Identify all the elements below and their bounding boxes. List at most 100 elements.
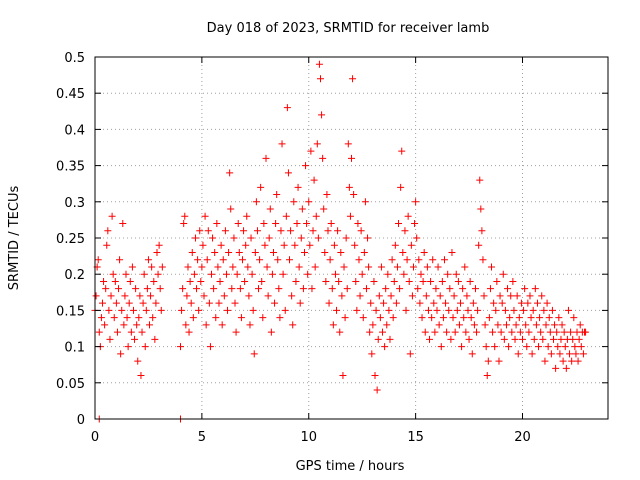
data-point <box>188 248 196 256</box>
data-point <box>548 306 556 314</box>
data-point <box>376 314 384 322</box>
data-point <box>235 248 243 256</box>
y-tick-label: 0.25 <box>56 232 85 247</box>
data-point <box>551 321 559 329</box>
data-point <box>517 299 525 307</box>
data-point <box>532 321 540 329</box>
data-point <box>244 263 252 271</box>
data-point <box>215 299 223 307</box>
data-point <box>481 321 489 329</box>
data-point <box>315 60 323 68</box>
data-point <box>556 350 564 358</box>
data-point <box>412 198 420 206</box>
data-point <box>554 343 562 351</box>
data-point <box>562 364 570 372</box>
data-point <box>317 75 325 83</box>
data-point <box>338 292 346 300</box>
data-point <box>521 285 529 293</box>
data-point <box>181 212 189 220</box>
data-point <box>283 104 291 112</box>
data-point <box>319 154 327 162</box>
data-point <box>288 292 296 300</box>
data-point <box>184 263 192 271</box>
data-point <box>234 220 242 228</box>
data-point <box>515 314 523 322</box>
data-point <box>326 256 334 264</box>
data-point <box>233 270 241 278</box>
y-tick-label: 0.2 <box>64 268 85 283</box>
data-point <box>180 220 188 228</box>
data-point <box>569 335 577 343</box>
data-point <box>352 277 360 285</box>
data-point <box>349 75 357 83</box>
data-point <box>154 270 162 278</box>
data-point <box>313 140 321 148</box>
data-point <box>295 263 303 271</box>
data-point <box>366 328 374 336</box>
data-point <box>251 248 259 256</box>
data-point <box>133 321 141 329</box>
data-point <box>462 328 470 336</box>
data-point <box>280 241 288 249</box>
data-point <box>392 299 400 307</box>
data-point <box>488 263 496 271</box>
data-point <box>134 357 142 365</box>
data-point <box>421 328 429 336</box>
data-point <box>148 263 156 271</box>
data-point <box>438 277 446 285</box>
data-point <box>309 227 317 235</box>
data-point <box>115 285 123 293</box>
data-point <box>404 212 412 220</box>
data-point <box>466 277 474 285</box>
data-point <box>411 220 419 228</box>
data-point <box>267 328 275 336</box>
data-point <box>291 241 299 249</box>
x-tick-label: 15 <box>407 430 424 445</box>
data-point <box>261 241 269 249</box>
data-point <box>423 263 431 271</box>
data-point <box>358 270 366 278</box>
data-point <box>222 270 230 278</box>
data-point <box>193 285 201 293</box>
data-point <box>432 285 440 293</box>
data-point <box>266 205 274 213</box>
data-point <box>434 263 442 271</box>
data-point <box>297 234 305 242</box>
data-point <box>426 335 434 343</box>
data-point <box>331 270 339 278</box>
data-point <box>201 212 209 220</box>
data-point <box>514 350 522 358</box>
data-point <box>298 205 306 213</box>
data-point <box>495 357 503 365</box>
data-point <box>353 306 361 314</box>
data-point <box>149 314 157 322</box>
data-point <box>497 328 505 336</box>
axis-ticks: 0 0.05 0.1 0.15 0.2 0.25 0.3 0.35 0.4 0.45 0.5 0 5 10… <box>56 51 608 445</box>
data-point <box>427 277 435 285</box>
data-point <box>384 270 392 278</box>
data-point <box>211 248 219 256</box>
data-point <box>205 299 213 307</box>
data-point <box>471 285 479 293</box>
data-point <box>98 299 106 307</box>
data-point <box>308 285 316 293</box>
data-point <box>274 256 282 264</box>
data-point <box>354 220 362 228</box>
data-point <box>467 314 475 322</box>
data-point <box>345 183 353 191</box>
data-point <box>400 270 408 278</box>
data-point <box>107 292 115 300</box>
data-point <box>450 292 458 300</box>
data-point <box>508 328 516 336</box>
data-point <box>526 292 534 300</box>
data-point <box>105 306 113 314</box>
data-point <box>372 306 380 314</box>
data-point <box>276 314 284 322</box>
data-point <box>238 256 246 264</box>
data-point <box>228 285 236 293</box>
data-point <box>491 343 499 351</box>
data-point <box>553 328 561 336</box>
data-point <box>310 176 318 184</box>
data-point <box>153 248 161 256</box>
